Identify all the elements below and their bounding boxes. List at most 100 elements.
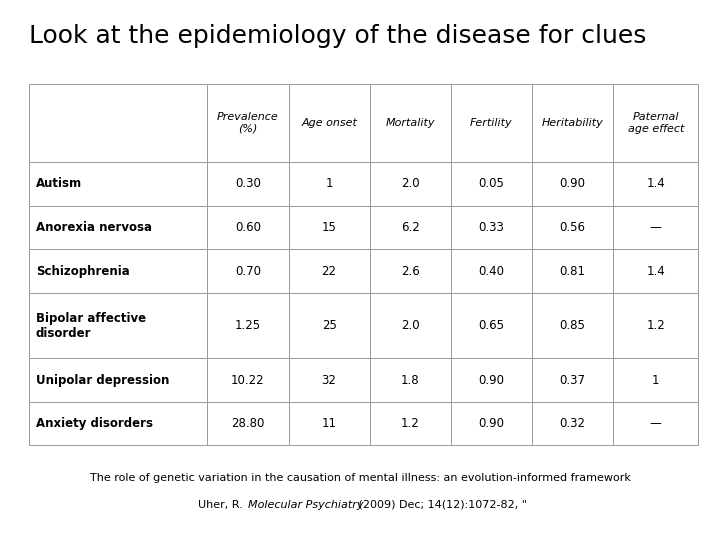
Bar [29, 249, 207, 293]
Text: 0.70: 0.70 [235, 265, 261, 278]
Bar [532, 206, 613, 249]
Bar [369, 249, 451, 293]
Bar [289, 359, 369, 402]
Bar [369, 84, 451, 162]
Text: 1.2: 1.2 [647, 319, 665, 332]
Text: Unipolar depression: Unipolar depression [36, 374, 169, 387]
Bar [29, 162, 207, 206]
Text: Age onset: Age onset [301, 118, 357, 128]
Bar [207, 293, 289, 359]
Bar [29, 359, 207, 402]
Bar [613, 359, 698, 402]
Text: Look at the epidemiology of the disease for clues: Look at the epidemiology of the disease … [29, 24, 646, 48]
Text: Fertility: Fertility [470, 118, 513, 128]
Bar [451, 402, 532, 446]
Text: 11: 11 [322, 417, 337, 430]
Text: Anxiety disorders: Anxiety disorders [36, 417, 153, 430]
Bar [289, 402, 369, 446]
Text: Bipolar affective
disorder: Bipolar affective disorder [36, 312, 146, 340]
Bar [451, 206, 532, 249]
Text: 1.2: 1.2 [401, 417, 420, 430]
Bar [289, 293, 369, 359]
Text: 2.0: 2.0 [401, 319, 420, 332]
Text: 10.22: 10.22 [231, 374, 265, 387]
Bar [532, 402, 613, 446]
Bar [613, 402, 698, 446]
Text: 0.05: 0.05 [479, 178, 505, 191]
Text: 2.0: 2.0 [401, 178, 420, 191]
Text: 0.32: 0.32 [559, 417, 585, 430]
Bar [369, 162, 451, 206]
Text: 28.80: 28.80 [231, 417, 265, 430]
Text: 1: 1 [652, 374, 660, 387]
Bar [451, 84, 532, 162]
Text: 0.33: 0.33 [479, 221, 505, 234]
Bar [29, 84, 207, 162]
Bar [369, 293, 451, 359]
Bar [532, 293, 613, 359]
Bar [207, 162, 289, 206]
Text: 1.4: 1.4 [647, 178, 665, 191]
Bar [613, 206, 698, 249]
Bar [29, 293, 207, 359]
Text: 1.4: 1.4 [647, 265, 665, 278]
Bar [207, 206, 289, 249]
Text: 0.90: 0.90 [478, 417, 505, 430]
Text: Schizophrenia: Schizophrenia [36, 265, 130, 278]
Text: 2.6: 2.6 [401, 265, 420, 278]
Bar [289, 84, 369, 162]
Bar [451, 249, 532, 293]
Text: 0.85: 0.85 [559, 319, 585, 332]
Bar [207, 249, 289, 293]
Bar [532, 249, 613, 293]
Text: 1: 1 [325, 178, 333, 191]
Text: Autism: Autism [36, 178, 82, 191]
Bar [369, 359, 451, 402]
Bar [289, 249, 369, 293]
Text: Paternal
age effect: Paternal age effect [628, 112, 684, 134]
Bar [207, 359, 289, 402]
Text: 32: 32 [322, 374, 336, 387]
Text: 1.25: 1.25 [235, 319, 261, 332]
Text: 0.30: 0.30 [235, 178, 261, 191]
Text: Prevalence
(%): Prevalence (%) [217, 112, 279, 134]
Text: 1.8: 1.8 [401, 374, 420, 387]
Bar [532, 84, 613, 162]
Text: Mortality: Mortality [385, 118, 435, 128]
Bar [451, 359, 532, 402]
Text: 0.65: 0.65 [478, 319, 505, 332]
Text: 6.2: 6.2 [401, 221, 420, 234]
Text: 15: 15 [322, 221, 336, 234]
Text: Molecular Psychiatry: Molecular Psychiatry [248, 500, 364, 510]
Bar [207, 84, 289, 162]
Bar [613, 249, 698, 293]
Text: 0.81: 0.81 [559, 265, 585, 278]
Text: (2009) Dec; 14(12):1072-82, ": (2009) Dec; 14(12):1072-82, " [355, 500, 527, 510]
Text: 0.40: 0.40 [478, 265, 505, 278]
Bar [29, 206, 207, 249]
Text: Uher, R.: Uher, R. [198, 500, 246, 510]
Text: 22: 22 [322, 265, 337, 278]
Bar [613, 293, 698, 359]
Text: 0.90: 0.90 [478, 374, 505, 387]
Text: Heritability: Heritability [541, 118, 603, 128]
Bar [369, 402, 451, 446]
Bar [532, 162, 613, 206]
Text: Anorexia nervosa: Anorexia nervosa [36, 221, 152, 234]
Text: 25: 25 [322, 319, 336, 332]
Text: 0.60: 0.60 [235, 221, 261, 234]
Text: 0.56: 0.56 [559, 221, 585, 234]
Text: 0.37: 0.37 [559, 374, 585, 387]
Bar [289, 162, 369, 206]
Bar [532, 359, 613, 402]
Text: The role of genetic variation in the causation of mental illness: an evolution-i: The role of genetic variation in the cau… [89, 473, 631, 483]
Bar [613, 84, 698, 162]
Bar [207, 402, 289, 446]
Text: 0.90: 0.90 [559, 178, 585, 191]
Bar [451, 293, 532, 359]
Bar [289, 206, 369, 249]
Bar [369, 206, 451, 249]
Bar [613, 162, 698, 206]
Bar [29, 402, 207, 446]
Text: —: — [650, 417, 662, 430]
